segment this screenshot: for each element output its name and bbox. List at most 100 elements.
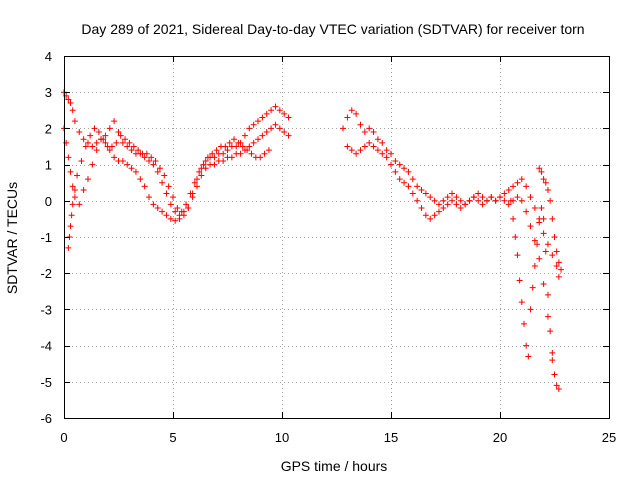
data-point (100, 136, 107, 143)
data-point (457, 205, 464, 212)
data-point (222, 143, 229, 150)
data-point (344, 114, 351, 121)
data-point (69, 201, 76, 208)
data-point (246, 143, 253, 150)
data-point (65, 96, 72, 103)
data-point (246, 125, 253, 132)
data-point (146, 194, 153, 201)
data-point (200, 161, 207, 168)
data-point (510, 215, 517, 222)
data-point (418, 205, 425, 212)
data-point (531, 205, 538, 212)
data-point (340, 125, 347, 132)
data-point (231, 136, 238, 143)
data-point (374, 147, 381, 154)
data-point (67, 168, 74, 175)
x-tick-label: 5 (169, 430, 176, 445)
data-point (213, 147, 220, 154)
data-point (396, 176, 403, 183)
data-point (549, 349, 556, 356)
data-point (84, 139, 91, 146)
data-point (488, 194, 495, 201)
data-point (540, 176, 547, 183)
data-point (427, 215, 434, 222)
data-point (501, 190, 508, 197)
series-3 (340, 107, 562, 280)
data-point (159, 208, 166, 215)
x-tick-label: 15 (384, 430, 398, 445)
y-tick-label: 3 (45, 85, 52, 100)
data-point (440, 197, 447, 204)
data-point (518, 197, 525, 204)
data-point (268, 125, 275, 132)
data-point (344, 143, 351, 150)
data-point (405, 183, 412, 190)
data-point (510, 183, 517, 190)
data-point (549, 215, 556, 222)
data-point (87, 132, 94, 139)
data-point (159, 179, 166, 186)
data-point (366, 125, 373, 132)
data-point (91, 125, 98, 132)
data-point (392, 157, 399, 164)
data-point (361, 129, 368, 136)
data-point (67, 100, 74, 107)
data-point (211, 161, 218, 168)
data-point (544, 291, 551, 298)
data-point (392, 168, 399, 175)
x-tick-label: 10 (275, 430, 289, 445)
data-point (444, 194, 451, 201)
data-point (409, 176, 416, 183)
data-point (189, 194, 196, 201)
data-point (152, 157, 159, 164)
data-point (536, 219, 543, 226)
data-point (538, 205, 545, 212)
data-point (187, 190, 194, 197)
y-tick-label: -2 (40, 266, 52, 281)
series-1 (61, 121, 292, 224)
data-point (529, 284, 536, 291)
data-point (374, 136, 381, 143)
data-point (241, 132, 248, 139)
data-point (540, 281, 547, 288)
data-point (71, 118, 78, 125)
data-point (534, 241, 541, 248)
data-point (551, 371, 558, 378)
data-point (527, 223, 534, 230)
data-point (544, 313, 551, 320)
data-point (470, 194, 477, 201)
data-point (538, 168, 545, 175)
data-point (444, 201, 451, 208)
data-point (102, 132, 109, 139)
data-point (265, 147, 272, 154)
data-point (150, 161, 157, 168)
data-point (401, 179, 408, 186)
data-point (113, 139, 120, 146)
data-point (69, 183, 76, 190)
data-point (440, 205, 447, 212)
data-point (224, 147, 231, 154)
data-point (366, 139, 373, 146)
data-point (555, 273, 562, 280)
data-point (84, 176, 91, 183)
data-point (76, 129, 83, 136)
data-point (518, 176, 525, 183)
y-tick-label: -3 (40, 302, 52, 317)
data-point (235, 139, 242, 146)
data-point (549, 357, 556, 364)
data-point (89, 161, 96, 168)
data-point (128, 147, 135, 154)
data-point (167, 215, 174, 222)
x-axis-label: GPS time / hours (281, 458, 388, 474)
data-point (93, 139, 100, 146)
data-point (172, 208, 179, 215)
data-point (348, 107, 355, 114)
data-point (505, 186, 512, 193)
data-point (211, 154, 218, 161)
data-point (540, 230, 547, 237)
data-point (95, 129, 102, 136)
data-point (475, 197, 482, 204)
data-point (111, 118, 118, 125)
data-point (163, 190, 170, 197)
data-point (130, 143, 137, 150)
